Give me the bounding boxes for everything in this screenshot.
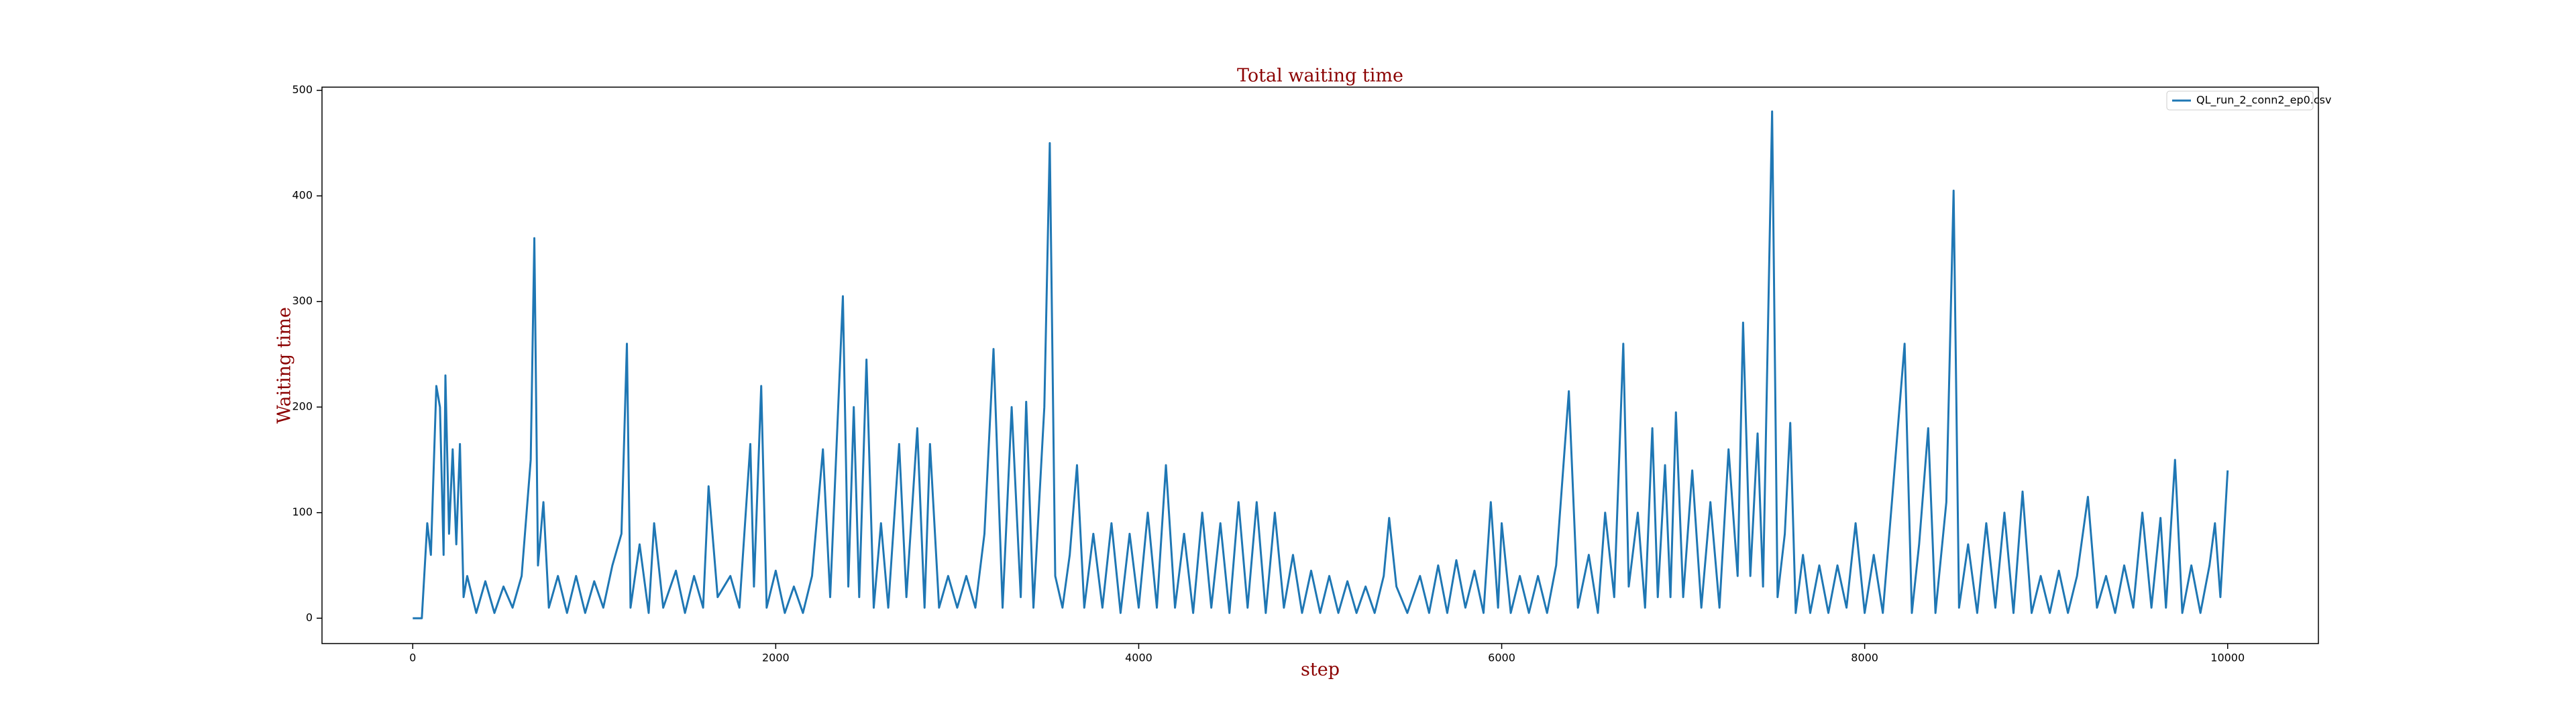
line-series — [413, 110, 2229, 619]
chart-title: Total waiting time — [1237, 66, 1403, 86]
x-tick-label: 10000 — [2210, 652, 2245, 664]
y-tick-label: 0 — [306, 611, 313, 624]
plot-frame — [321, 86, 2319, 644]
y-tick-label: 100 — [292, 505, 313, 518]
y-tick-label: 200 — [292, 400, 313, 413]
x-tick-label: 0 — [409, 652, 416, 664]
x-tick-label: 4000 — [1125, 652, 1152, 664]
x-tick-label: 2000 — [762, 652, 790, 664]
x-axis-label: step — [1301, 660, 1340, 680]
y-tick-label: 300 — [292, 294, 313, 307]
x-tick-label: 6000 — [1488, 652, 1515, 664]
legend-label: QL_run_2_conn2_ep0.csv — [2196, 94, 2331, 107]
y-tick-label: 400 — [292, 189, 313, 202]
y-axis-label: Waiting time — [274, 307, 295, 424]
legend-box — [2166, 90, 2314, 111]
x-tick-label: 8000 — [1851, 652, 1878, 664]
y-tick-label: 500 — [292, 83, 313, 96]
